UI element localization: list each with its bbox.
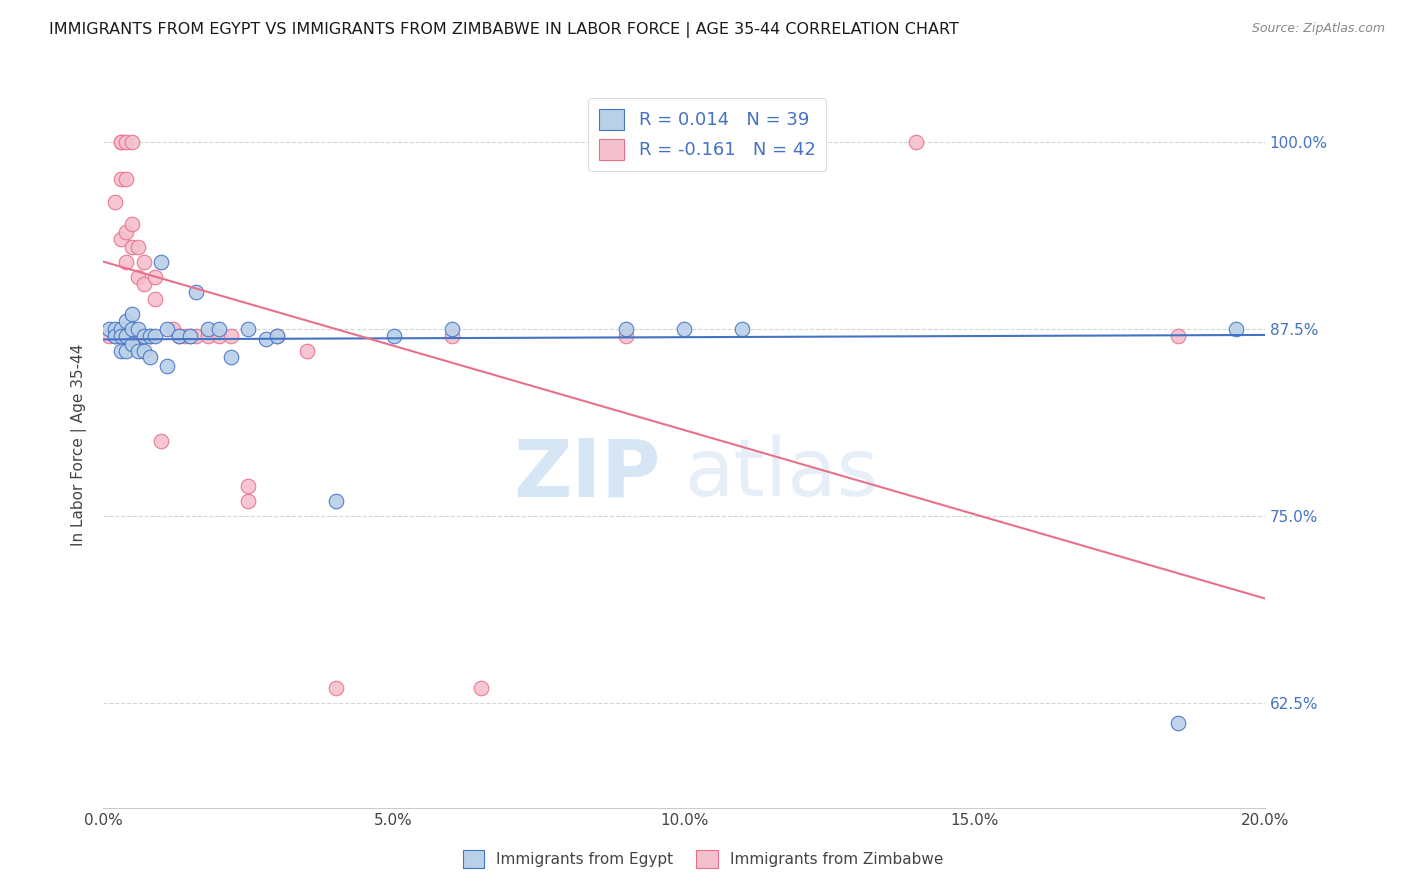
Point (156, 322, 179, 336)
Point (127, 322, 149, 336)
Legend: R = 0.014   N = 39, R = -0.161   N = 42: R = 0.014 N = 39, R = -0.161 N = 42 (588, 98, 827, 170)
Point (614, 329, 637, 343)
Y-axis label: In Labor Force | Age 35-44: In Labor Force | Age 35-44 (72, 343, 87, 546)
Point (150, 434, 173, 449)
Point (104, 194, 127, 209)
Point (132, 344, 155, 359)
Legend: Immigrants from Egypt, Immigrants from Zimbabwe: Immigrants from Egypt, Immigrants from Z… (457, 844, 949, 873)
Point (382, 329, 405, 343)
Point (110, 329, 132, 343)
Point (127, 269, 149, 284)
Point (104, 322, 127, 336)
Point (440, 329, 463, 343)
Point (731, 322, 754, 336)
Point (162, 322, 184, 336)
Point (115, 254, 138, 268)
Point (673, 322, 696, 336)
Text: Source: ZipAtlas.com: Source: ZipAtlas.com (1251, 22, 1385, 36)
Point (156, 359, 179, 374)
Point (110, 232, 132, 246)
Point (138, 351, 160, 365)
Point (121, 239, 143, 253)
Point (186, 329, 208, 343)
Point (110, 135, 132, 149)
Point (110, 344, 132, 359)
Point (121, 337, 143, 351)
Point (440, 322, 463, 336)
Point (121, 217, 143, 231)
Point (179, 329, 201, 343)
Point (219, 329, 242, 343)
Point (138, 329, 160, 343)
Point (150, 254, 173, 268)
Point (238, 479, 260, 493)
Point (208, 322, 231, 336)
Point (167, 329, 190, 343)
Point (115, 172, 138, 186)
Point (145, 269, 167, 284)
Point (905, 135, 928, 149)
Point (132, 329, 155, 343)
Point (614, 322, 637, 336)
Point (295, 344, 318, 359)
Point (1167, 329, 1189, 343)
Point (173, 329, 195, 343)
Point (132, 254, 155, 268)
Point (115, 344, 138, 359)
Point (145, 292, 167, 306)
Point (121, 135, 143, 149)
Point (104, 329, 127, 343)
Text: atlas: atlas (685, 435, 879, 513)
Point (110, 322, 132, 336)
Point (115, 314, 138, 328)
Point (127, 329, 149, 343)
Point (115, 225, 138, 239)
Point (98, 322, 121, 336)
Point (145, 329, 167, 343)
Point (110, 172, 132, 186)
Point (219, 351, 242, 365)
Point (127, 344, 149, 359)
Point (186, 285, 208, 299)
Point (325, 494, 347, 508)
Point (138, 329, 160, 343)
Point (238, 322, 260, 336)
Point (98, 329, 121, 343)
Point (266, 329, 288, 343)
Point (208, 329, 231, 343)
Point (179, 329, 201, 343)
Point (110, 135, 132, 149)
Point (470, 681, 492, 696)
Point (1225, 322, 1247, 336)
Point (254, 333, 277, 347)
Point (238, 494, 260, 508)
Text: ZIP: ZIP (513, 435, 661, 513)
Point (167, 329, 190, 343)
Point (127, 239, 149, 253)
Point (121, 329, 143, 343)
Text: IMMIGRANTS FROM EGYPT VS IMMIGRANTS FROM ZIMBABWE IN LABOR FORCE | AGE 35-44 COR: IMMIGRANTS FROM EGYPT VS IMMIGRANTS FROM… (49, 22, 959, 38)
Point (325, 681, 347, 696)
Point (121, 307, 143, 321)
Point (197, 322, 219, 336)
Point (104, 329, 127, 343)
Point (115, 135, 138, 149)
Point (1167, 715, 1189, 730)
Point (115, 329, 138, 343)
Point (266, 329, 288, 343)
Point (132, 277, 155, 291)
Point (121, 322, 143, 336)
Point (197, 329, 219, 343)
